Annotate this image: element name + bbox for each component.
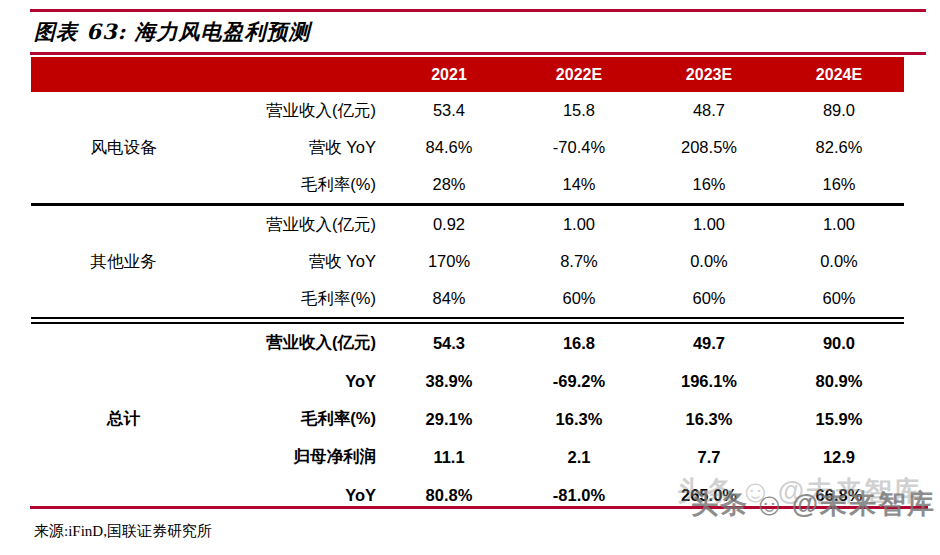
group-wind-equipment: 风电设备 营业收入(亿元) 53.4 15.8 48.7 89.0 营收 YoY…	[31, 92, 904, 205]
profit-forecast-table: 2021 2022E 2023E 2024E 风电设备 营业收入(亿元) 53.…	[31, 57, 904, 514]
cell-value: 53.4	[384, 92, 514, 129]
top-red-rule	[30, 9, 926, 12]
cell-value: 84.6%	[384, 129, 514, 166]
cell-value: 208.5%	[644, 129, 774, 166]
metric-label: 营业收入(亿元)	[216, 321, 384, 363]
cell-value: 16.3%	[644, 400, 774, 438]
cell-value: 80.9%	[774, 362, 904, 400]
cell-value: 12.9	[774, 438, 904, 476]
cell-value: 0.0%	[644, 243, 774, 280]
group-total: 总计 营业收入(亿元) 54.3 16.8 49.7 90.0 YoY 38.9…	[31, 321, 904, 515]
group-other-business: 其他业务 营业收入(亿元) 0.92 1.00 1.00 1.00 营收 YoY…	[31, 205, 904, 321]
cell-value: 196.1%	[644, 362, 774, 400]
metric-label: 营业收入(亿元)	[216, 205, 384, 244]
metric-label: YoY	[216, 362, 384, 400]
cell-value: 54.3	[384, 321, 514, 363]
cell-value: 60%	[514, 280, 644, 321]
year-header-2024e: 2024E	[774, 57, 904, 92]
cell-value: 29.1%	[384, 400, 514, 438]
cell-value: 28%	[384, 166, 514, 205]
table-header-row: 2021 2022E 2023E 2024E	[31, 57, 904, 92]
cell-value: 2.1	[514, 438, 644, 476]
cell-value: -69.2%	[514, 362, 644, 400]
cell-value: 170%	[384, 243, 514, 280]
watermark-smiley-icon: ☺	[753, 488, 788, 520]
watermark: 头条 ☺ @未来智库	[691, 486, 936, 522]
year-header-2023e: 2023E	[644, 57, 774, 92]
metric-label: 营收 YoY	[216, 243, 384, 280]
cell-value: 82.6%	[774, 129, 904, 166]
cell-value: 49.7	[644, 321, 774, 363]
report-figure-page: 图表 63: 海力风电盈利预测 2021 2022E 2023E 2024E 风…	[0, 0, 940, 555]
header-spacer-label	[216, 57, 384, 92]
cell-value: 16.3%	[514, 400, 644, 438]
watermark-suffix: @未来智库	[792, 486, 936, 522]
cell-value: 90.0	[774, 321, 904, 363]
source-note: 来源:iFinD,国联证券研究所	[34, 522, 212, 541]
cell-value: 15.8	[514, 92, 644, 129]
metric-label: 营收 YoY	[216, 129, 384, 166]
cell-value: 0.0%	[774, 243, 904, 280]
cell-value: 16.8	[514, 321, 644, 363]
cell-value: 14%	[514, 166, 644, 205]
metric-label: 归母净利润	[216, 438, 384, 476]
table-row: 其他业务 营业收入(亿元) 0.92 1.00 1.00 1.00	[31, 205, 904, 244]
watermark-prefix: 头条	[691, 486, 749, 522]
group-label: 总计	[31, 321, 216, 515]
cell-value: 1.00	[514, 205, 644, 244]
metric-label: 毛利率(%)	[216, 280, 384, 321]
figure-title: 图表 63: 海力风电盈利预测	[34, 18, 914, 46]
cell-value: 1.00	[774, 205, 904, 244]
year-header-2021: 2021	[384, 57, 514, 92]
title-underline-rule	[30, 52, 926, 55]
cell-value: 11.1	[384, 438, 514, 476]
cell-value: 38.9%	[384, 362, 514, 400]
table-row: 风电设备 营业收入(亿元) 53.4 15.8 48.7 89.0	[31, 92, 904, 129]
header-spacer-group	[31, 57, 216, 92]
year-header-2022e: 2022E	[514, 57, 644, 92]
cell-value: 16%	[774, 166, 904, 205]
cell-value: 8.7%	[514, 243, 644, 280]
cell-value: 48.7	[644, 92, 774, 129]
cell-value: 7.7	[644, 438, 774, 476]
cell-value: 1.00	[644, 205, 774, 244]
cell-value: 60%	[644, 280, 774, 321]
group-label: 其他业务	[31, 205, 216, 321]
cell-value: 60%	[774, 280, 904, 321]
cell-value: 84%	[384, 280, 514, 321]
table-row: 总计 营业收入(亿元) 54.3 16.8 49.7 90.0	[31, 321, 904, 363]
metric-label: 营业收入(亿元)	[216, 92, 384, 129]
cell-value: -70.4%	[514, 129, 644, 166]
metric-label: 毛利率(%)	[216, 400, 384, 438]
group-label: 风电设备	[31, 92, 216, 205]
cell-value: 15.9%	[774, 400, 904, 438]
metric-label: 毛利率(%)	[216, 166, 384, 205]
cell-value: 89.0	[774, 92, 904, 129]
cell-value: 0.92	[384, 205, 514, 244]
cell-value: 16%	[644, 166, 774, 205]
